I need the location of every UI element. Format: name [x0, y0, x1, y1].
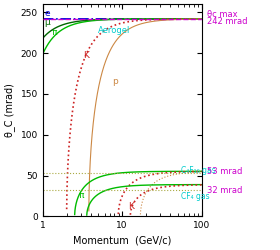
Text: θᴄ max: θᴄ max: [207, 10, 238, 19]
Text: p: p: [112, 77, 118, 86]
Text: e: e: [45, 9, 50, 18]
Text: K: K: [129, 202, 134, 211]
Text: π: π: [78, 191, 84, 200]
Text: CF₄ gas: CF₄ gas: [181, 192, 210, 201]
Text: C₄F₁₀ gas: C₄F₁₀ gas: [181, 166, 216, 175]
Text: 242 mrad: 242 mrad: [207, 17, 248, 26]
Y-axis label: θ_C (mrad): θ_C (mrad): [4, 83, 15, 137]
Text: μ: μ: [45, 18, 50, 27]
Text: π: π: [52, 28, 57, 37]
Text: Aerogel: Aerogel: [98, 26, 131, 35]
Text: K: K: [83, 51, 89, 60]
X-axis label: Momentum  (GeV/c): Momentum (GeV/c): [73, 236, 171, 246]
Text: 53 mrad: 53 mrad: [207, 167, 242, 176]
Text: 32 mrad: 32 mrad: [207, 186, 242, 195]
